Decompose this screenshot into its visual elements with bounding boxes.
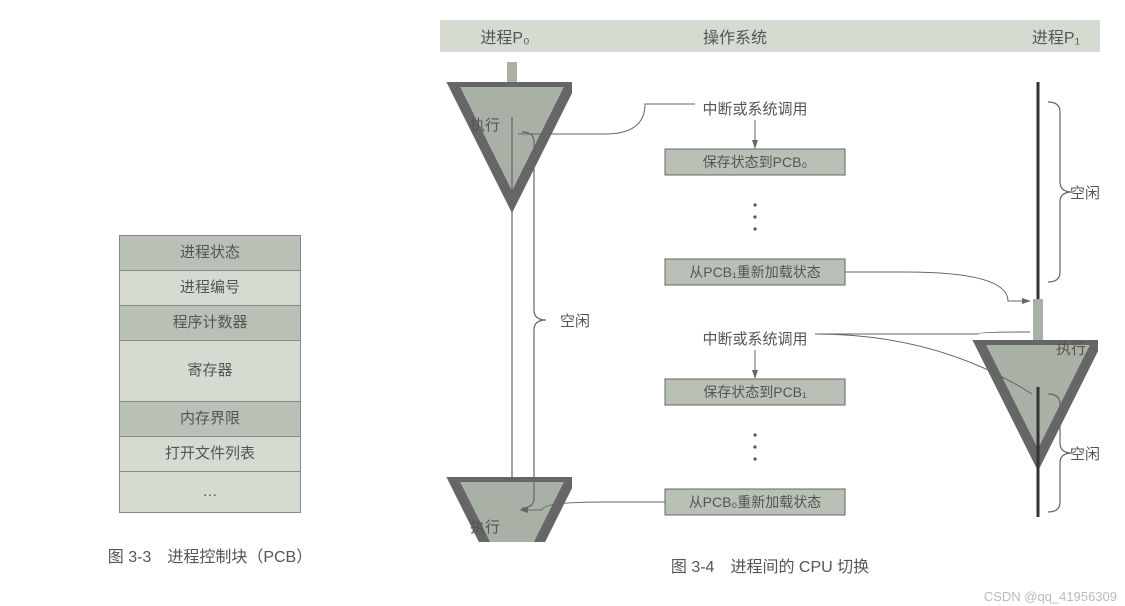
cpu-switch-figure: 进程P₀操作系统进程P₁ 执行执行空闲空闲空闲执行保存状态到PCB₀从PCB₁重… [440, 20, 1100, 577]
header-col-0: 进程P₀ [440, 24, 570, 48]
pcb-row-5: 打开文件列表 [120, 437, 300, 472]
diagram-svg: 执行执行空闲空闲空闲执行保存状态到PCB₀从PCB₁重新加载状态保存状态到PCB… [440, 52, 1100, 542]
svg-text:中断或系统调用: 中断或系统调用 [702, 331, 807, 348]
left-caption: 图 3-3 进程控制块（PCB） [108, 543, 312, 567]
svg-text:空闲: 空闲 [1070, 446, 1100, 463]
pcb-row-2: 程序计数器 [120, 306, 300, 341]
watermark: CSDN @qq_41956309 [984, 589, 1117, 604]
pcb-figure: 进程状态进程编号程序计数器寄存器内存界限打开文件列表… 图 3-3 进程控制块（… [20, 20, 400, 577]
svg-text:执行: 执行 [470, 519, 500, 536]
svg-text:执行: 执行 [1056, 341, 1086, 358]
svg-text:中断或系统调用: 中断或系统调用 [702, 101, 807, 118]
svg-text:空闲: 空闲 [560, 313, 590, 330]
pcb-row-6: … [120, 472, 300, 512]
header-col-2: 进程P₁ [900, 24, 1098, 48]
svg-text:空闲: 空闲 [1070, 185, 1100, 202]
pcb-row-4: 内存界限 [120, 402, 300, 437]
pcb-row-0: 进程状态 [120, 236, 300, 271]
diagram-area: 执行执行空闲空闲空闲执行保存状态到PCB₀从PCB₁重新加载状态保存状态到PCB… [440, 52, 1100, 547]
svg-text:从PCB₁重新加载状态: 从PCB₁重新加载状态 [689, 264, 821, 280]
pcb-box: 进程状态进程编号程序计数器寄存器内存界限打开文件列表… [119, 235, 301, 513]
right-caption: 图 3-4 进程间的 CPU 切换 [440, 553, 1100, 577]
svg-text:执行: 执行 [470, 117, 500, 134]
header-bar: 进程P₀操作系统进程P₁ [440, 20, 1100, 52]
svg-text:从PCB₀重新加载状态: 从PCB₀重新加载状态 [689, 494, 822, 510]
svg-text:保存状态到PCB₀: 保存状态到PCB₀ [703, 154, 808, 170]
pcb-row-3: 寄存器 [120, 341, 300, 402]
svg-text:保存状态到PCB₁: 保存状态到PCB₁ [703, 384, 807, 400]
header-col-1: 操作系统 [570, 24, 900, 48]
pcb-row-1: 进程编号 [120, 271, 300, 306]
